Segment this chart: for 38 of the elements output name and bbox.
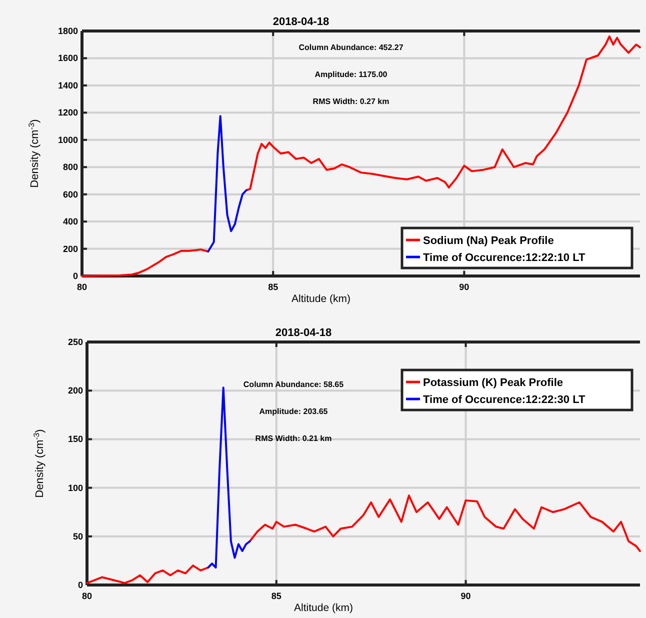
annotation: RMS Width: 0.27 km [312, 97, 390, 106]
legend-label: Sodium (Na) Peak Profile [423, 235, 554, 247]
legend-label: Time of Occurence:12:22:30 LT [423, 394, 586, 406]
y-tick-label: 50 [72, 531, 83, 542]
x-tick-label: 80 [82, 591, 92, 601]
y-tick-label: 1600 [58, 53, 78, 64]
x-axis-title: Altitude (km) [294, 602, 353, 614]
x-tick-label: 80 [76, 282, 88, 292]
y-tick-label: 800 [62, 162, 78, 172]
x-axis-title: Altitude (km) [292, 293, 350, 305]
y-tick-label: 150 [68, 434, 83, 444]
x-tick-label: 90 [459, 282, 470, 292]
y-tick-label: 1400 [58, 80, 78, 90]
y-tick-label: 0 [72, 271, 78, 281]
y-tick-label: 250 [68, 337, 83, 347]
line-series [207, 386, 251, 569]
y-tick-label: 0 [78, 580, 83, 590]
chart-title: 2018-04-18 [272, 16, 330, 28]
annotation: Amplitude: 1175.00 [314, 70, 388, 79]
y-tick-label: 1200 [58, 108, 78, 118]
annotation: Column Abundance: 58.65 [243, 380, 344, 389]
x-tick-label: 90 [460, 591, 471, 601]
y-tick-label: 200 [68, 386, 83, 396]
y-tick-label: 100 [68, 482, 83, 493]
chart-title: 2018-04-18 [275, 327, 332, 339]
y-tick-label: 400 [62, 216, 78, 227]
x-tick-label: 85 [268, 282, 278, 292]
y-tick-label: 1000 [58, 134, 78, 145]
y-tick-label: 200 [62, 244, 78, 254]
y-tick-label: 1800 [58, 26, 78, 36]
y-tick-label: 600 [62, 189, 78, 200]
annotation: RMS Width: 0.21 km [255, 434, 332, 443]
annotation: Amplitude: 203.65 [259, 407, 328, 416]
x-tick-label: 85 [271, 591, 282, 601]
legend-label: Time of Occurence:12:22:10 LT [423, 252, 586, 264]
line-series [207, 115, 248, 252]
annotation: Column Abundance: 452.27 [298, 43, 404, 52]
legend-label: Potassium (K) Peak Profile [423, 377, 563, 389]
